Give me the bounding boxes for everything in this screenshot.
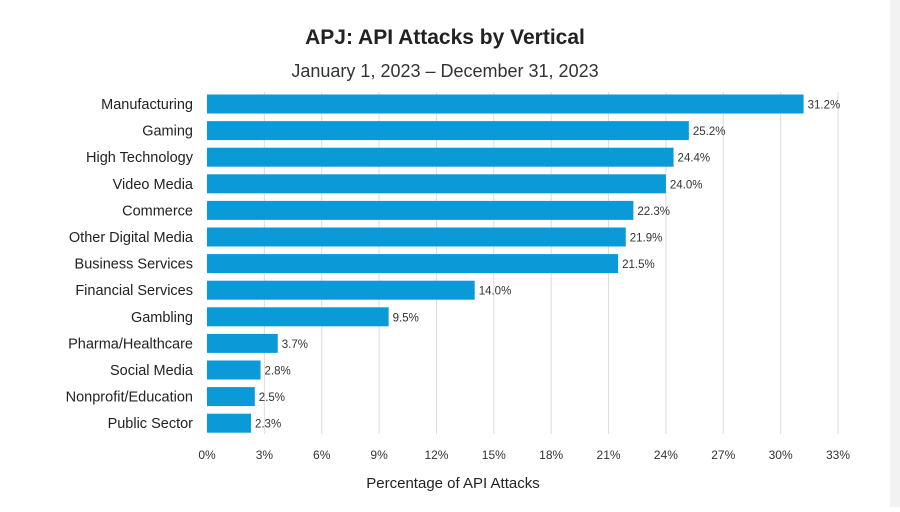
value-label: 25.2%	[693, 126, 726, 138]
chart-subtitle: January 1, 2023 – December 31, 2023	[291, 61, 598, 81]
x-tick-label: 27%	[711, 448, 735, 462]
value-label: 22.3%	[637, 206, 670, 218]
x-tick-label: 12%	[424, 448, 448, 462]
x-tick-label: 18%	[539, 448, 563, 462]
page-edge	[890, 0, 900, 507]
chart-frame: APJ: API Attacks by Vertical January 1, …	[65, 26, 851, 492]
category-label: Gambling	[131, 310, 193, 326]
x-tick-label: 0%	[198, 448, 216, 462]
bar	[207, 254, 619, 274]
bar-chart: APJ: API Attacks by Vertical January 1, …	[66, 26, 851, 492]
value-label: 2.5%	[259, 392, 285, 404]
x-tick-label: 3%	[256, 448, 274, 462]
x-tick-label: 9%	[370, 448, 388, 462]
category-label: Other Digital Media	[69, 230, 194, 246]
category-label: Public Sector	[108, 416, 194, 432]
category-label: Pharma/Healthcare	[68, 336, 193, 352]
category-label: Manufacturing	[101, 97, 193, 113]
bar	[207, 387, 255, 407]
value-label: 24.4%	[678, 153, 711, 165]
category-labels: Manufacturing Gaming High Technology Video …	[66, 97, 194, 432]
value-label: 3.7%	[282, 339, 308, 351]
bar	[207, 174, 666, 194]
bar	[207, 333, 278, 353]
category-label: High Technology	[86, 150, 194, 166]
bar	[207, 147, 674, 167]
x-tick-label: 15%	[482, 448, 506, 462]
bar	[207, 227, 626, 247]
x-tick-label: 33%	[826, 448, 850, 462]
x-axis-label: Percentage of API Attacks	[366, 475, 539, 492]
bars	[207, 94, 804, 433]
value-labels: 31.2% 25.2% 24.4% 24.0% 22.3% 21.9% 21.5% 14.0%…	[255, 100, 840, 431]
bar	[207, 307, 389, 327]
chart-title: APJ: API Attacks by Vertical	[305, 26, 585, 49]
category-label: Business Services	[75, 257, 193, 273]
bar	[207, 360, 261, 380]
x-tick-label: 6%	[313, 448, 331, 462]
value-label: 24.0%	[670, 179, 703, 191]
category-label: Commerce	[122, 203, 193, 219]
category-label: Social Media	[110, 363, 194, 379]
value-label: 9.5%	[393, 312, 419, 324]
value-label: 2.3%	[255, 419, 281, 431]
x-tick-label: 30%	[769, 448, 793, 462]
x-axis-ticks: 0% 3% 6% 9% 12% 15% 18% 21% 24% 27% 30% 33%	[198, 448, 850, 462]
bar	[207, 94, 804, 114]
value-label: 21.9%	[630, 233, 663, 245]
bar	[207, 121, 689, 141]
value-label: 21.5%	[622, 259, 655, 271]
category-label: Gaming	[142, 124, 193, 140]
category-label: Video Media	[113, 177, 194, 193]
value-label: 31.2%	[808, 100, 841, 112]
value-label: 14.0%	[479, 286, 512, 298]
category-label: Financial Services	[75, 283, 193, 299]
value-label: 2.8%	[265, 366, 291, 378]
bar	[207, 280, 475, 300]
x-tick-label: 24%	[654, 448, 678, 462]
category-label: Nonprofit/Education	[66, 390, 193, 406]
bar	[207, 413, 251, 433]
x-tick-label: 21%	[597, 448, 621, 462]
bar	[207, 200, 634, 220]
